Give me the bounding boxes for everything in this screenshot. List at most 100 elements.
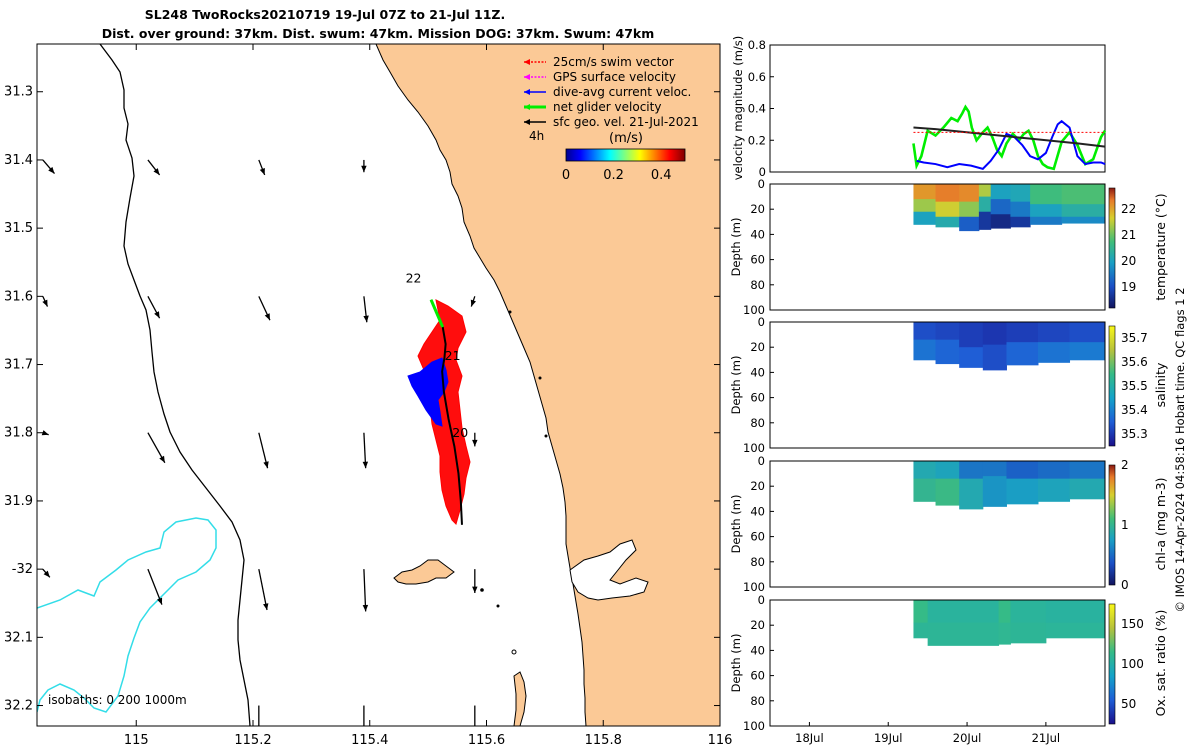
velocity-y-axis: 0 0.2 0.4 0.6 0.8 — [748, 38, 774, 179]
y-tick-label: -32 — [12, 562, 33, 577]
y-tick-label: 31.7 — [4, 358, 33, 373]
velocity-series-line — [912, 104, 1107, 171]
geo-arrow-head — [361, 726, 366, 732]
section-cell — [1006, 478, 1039, 505]
section-cell — [913, 461, 937, 480]
y-tick-label: 0 — [758, 177, 765, 191]
section-colorbar — [1108, 603, 1116, 725]
section-cell — [982, 476, 1007, 507]
colorbar-tick-label: 20 — [1121, 254, 1136, 268]
y-tick-label: 31.6 — [4, 289, 33, 304]
y-tick-label: 20 — [750, 340, 765, 354]
section-cell — [913, 211, 937, 225]
section-cell — [927, 622, 1000, 646]
section-cell — [1006, 342, 1039, 366]
section-cell — [982, 322, 1007, 346]
islet — [480, 588, 484, 592]
map-x-axis: 115 115.2 115.4 115.6 115.8 116 — [124, 44, 732, 748]
net-glider-velocity — [429, 299, 445, 328]
y-tick-label: 40 — [750, 504, 765, 518]
y-tick-label: 0.2 — [748, 133, 766, 147]
colorbar-label: salinity — [1153, 362, 1168, 407]
estuary — [569, 539, 649, 601]
geo-arrow-head — [159, 455, 165, 463]
y-tick-label: 60 — [750, 253, 765, 267]
section-cell — [998, 622, 1011, 645]
y-tick-label: 80 — [750, 278, 765, 292]
legend-label: sfc geo. vel. 21-Jul-2021 — [553, 115, 699, 129]
y-tick-label: 0.6 — [748, 70, 766, 84]
geo-arrow-head — [363, 315, 369, 323]
y-tick-label: 100 — [743, 580, 765, 594]
section-cell — [959, 216, 980, 232]
legend-swatch-head — [524, 119, 530, 125]
y-tick-label: 32.1 — [4, 630, 33, 645]
section-cell — [1010, 216, 1031, 228]
section-cell — [1030, 184, 1063, 205]
geo-arrow-head — [361, 165, 367, 173]
y-tick-label: 32.2 — [4, 699, 33, 714]
section-cells — [913, 461, 1106, 510]
velocity-magnitude-panel: 0 0.2 0.4 0.6 0.8 velocity magnitude (m/s) — [731, 36, 1107, 180]
colorbar-tick-label: 35.4 — [1121, 403, 1148, 417]
x-tick-label: 115.2 — [234, 733, 271, 748]
y-tick-label: 20 — [750, 618, 765, 632]
section-cell — [1010, 184, 1031, 203]
section-ylabel: Depth (m) — [729, 495, 743, 554]
section-border — [769, 599, 1106, 727]
geo-arrow-head — [470, 299, 476, 307]
speed-colorbar — [565, 148, 686, 162]
section-colorbar — [1108, 464, 1116, 586]
title-line-2: Dist. over ground: 37km. Dist. swum: 47k… — [102, 26, 655, 41]
geo-arrow-head — [41, 430, 49, 436]
legend-label: dive-avg current veloc. — [553, 85, 691, 99]
section-cell — [1038, 342, 1071, 363]
section-cell — [959, 184, 980, 203]
section-cell — [1010, 622, 1047, 644]
islet — [544, 434, 548, 438]
y-tick-label: 20 — [750, 202, 765, 216]
y-tick-label: 0.8 — [748, 38, 766, 52]
colorbar-tick-label: 19 — [1121, 280, 1136, 294]
section-cell — [913, 600, 929, 624]
section-cell — [959, 322, 984, 348]
section-cell — [1061, 184, 1106, 205]
section-cell — [1038, 461, 1071, 480]
temperature-panel: 0 20 40 60 80 100 Depth (m) 19 20 21 22 temperature… — [729, 177, 1168, 317]
geo-arrow-head — [43, 570, 50, 578]
dive-avg-current — [407, 357, 449, 427]
x-tick-label: 115 — [124, 733, 149, 748]
islet — [538, 376, 542, 380]
section-cell — [1061, 204, 1106, 218]
x-tick-label: 21Jul — [1032, 731, 1061, 745]
section-ylabel: Depth (m) — [729, 356, 743, 415]
y-tick-label: 80 — [750, 555, 765, 569]
isobath-1000m — [37, 517, 217, 713]
section-cell — [1030, 216, 1063, 225]
velocity-series — [912, 104, 1107, 171]
y-tick-label: 0 — [758, 315, 765, 329]
y-tick-label: 40 — [750, 365, 765, 379]
island-garden — [513, 671, 527, 726]
geo-arrow — [258, 569, 268, 611]
velocity-series-line — [916, 119, 1106, 170]
colorbar-tick-label: 35.6 — [1121, 355, 1148, 369]
geo-arrow — [363, 569, 367, 612]
section-cell — [990, 199, 1011, 215]
colorbar-label: chl-a (mg m-3) — [1153, 478, 1168, 571]
salinity-panel: 0 20 40 60 80 100 Depth (m) 35.3 35.4 35.5 35.6 35.… — [729, 315, 1168, 455]
y-tick-label: 20 — [750, 479, 765, 493]
geo-arrow-head — [472, 439, 478, 447]
section-cell — [1006, 322, 1039, 343]
colorbar-tick-label: 35.3 — [1121, 427, 1148, 441]
isobath-200m — [99, 44, 251, 726]
y-tick-label: 0 — [758, 593, 765, 607]
section-cells — [913, 184, 1106, 232]
geo-arrow-head — [153, 168, 160, 175]
footer-credit: © IMOS 14-Apr-2024 04:58:16 Hobart time.… — [1173, 287, 1187, 612]
y-tick-label: 31.4 — [4, 153, 33, 168]
section-cell — [935, 478, 960, 506]
island-rottnest — [393, 559, 455, 585]
islet — [496, 604, 500, 608]
